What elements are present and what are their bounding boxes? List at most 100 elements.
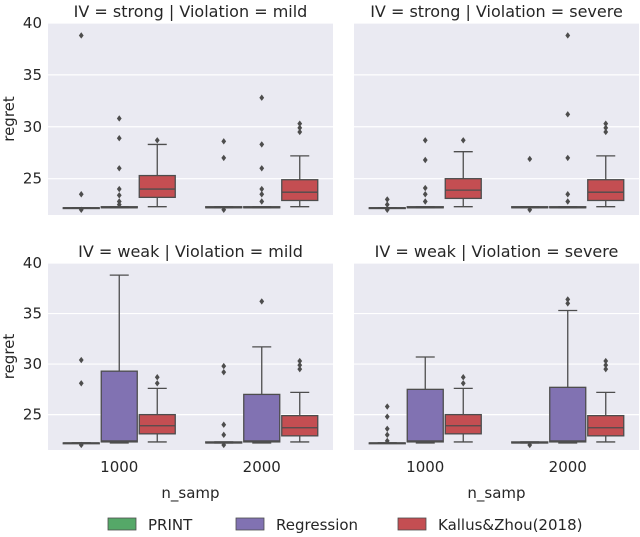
x-tick-label: 2000 (549, 458, 587, 476)
outlier-point (460, 137, 466, 144)
outlier-point (297, 128, 303, 136)
box-print (205, 362, 243, 449)
box-kallus-zhou-2018- (281, 357, 319, 443)
outlier-point (116, 201, 122, 208)
outlier-point (221, 154, 227, 162)
outlier-point (259, 198, 265, 205)
outlier-point (384, 437, 390, 445)
outlier-point (221, 431, 227, 439)
outlier-point (78, 356, 84, 364)
outlier-point (297, 361, 303, 369)
outlier-point (384, 201, 390, 208)
outlier-point (527, 441, 533, 449)
box-regression (406, 356, 444, 444)
y-tick-label: 35 (23, 305, 42, 323)
box-kallus-zhou-2018- (281, 120, 319, 208)
box-iqr (587, 179, 625, 202)
outlier-point (603, 124, 609, 132)
outlier-point (116, 165, 122, 172)
box-print (511, 155, 549, 214)
panel-title: IV = strong | Violation = severe (370, 2, 623, 21)
box-regression (100, 274, 138, 444)
outlier-point (221, 421, 227, 428)
outlier-point (297, 120, 303, 127)
outlier-point (116, 135, 122, 142)
outlier-point (565, 32, 571, 39)
outlier-point (565, 154, 571, 162)
outlier-point (116, 115, 122, 122)
outlier-point (460, 380, 466, 387)
legend-label: Kallus&Zhou(2018) (438, 516, 582, 534)
outlier-point (422, 191, 428, 198)
outlier-point (154, 137, 160, 144)
outlier-point (78, 441, 84, 449)
box-iqr (138, 413, 176, 435)
y-tick-label: 25 (23, 170, 42, 188)
outlier-point (603, 128, 609, 136)
outlier-point (527, 206, 533, 214)
outlier-point (565, 300, 571, 307)
box-kallus-zhou-2018- (587, 357, 625, 443)
x-tick-label: 2000 (243, 458, 281, 476)
outlier-point (116, 185, 122, 193)
box-iqr (138, 174, 176, 199)
outlier-point (221, 362, 227, 370)
outlier-point (603, 361, 609, 369)
box-print (368, 196, 406, 214)
outlier-point (116, 192, 122, 199)
outlier-point (259, 141, 265, 148)
outlier-point (460, 374, 466, 381)
box-kallus-zhou-2018- (138, 137, 176, 208)
outlier-point (422, 198, 428, 205)
box-print (205, 138, 243, 214)
box-print (511, 441, 549, 449)
outlier-point (259, 165, 265, 172)
x-axis-label: n_samp (161, 484, 219, 503)
outlier-point (154, 380, 160, 387)
outlier-point (297, 124, 303, 132)
box-iqr (549, 386, 587, 443)
y-axis-label: regret (0, 96, 18, 142)
box-iqr (100, 370, 138, 443)
outlier-point (221, 138, 227, 145)
box-regression (243, 94, 281, 209)
panel-4: IV = weak | Violation = severe 1000 2000 n_… (354, 242, 639, 503)
outlier-point (565, 296, 571, 303)
outlier-point (221, 441, 227, 449)
outlier-point (603, 120, 609, 127)
outlier-point (422, 184, 428, 192)
legend-label: PRINT (148, 516, 193, 534)
legend: PRINT Regression Kallus&Zhou(2018) (107, 516, 582, 534)
box-iqr (406, 388, 444, 443)
outlier-point (565, 198, 571, 205)
outlier-point (297, 357, 303, 365)
box-kallus-zhou-2018- (444, 374, 482, 443)
box-kallus-zhou-2018- (587, 120, 625, 208)
box-iqr (444, 413, 482, 435)
y-tick-label: 25 (23, 406, 42, 424)
outlier-point (565, 191, 571, 198)
outlier-point (78, 380, 84, 387)
box-iqr (444, 178, 482, 200)
outlier-point (384, 425, 390, 432)
outlier-point (384, 403, 390, 410)
box-regression (549, 32, 587, 209)
outlier-point (259, 298, 265, 305)
panel-3: 25 30 35 40 IV = weak | Violation = mild regr… (0, 242, 333, 503)
outlier-point (78, 206, 84, 214)
box-iqr (281, 179, 319, 202)
box-regression (100, 115, 138, 209)
legend-item: Regression (235, 516, 358, 534)
panel-title: IV = weak | Violation = mild (78, 242, 303, 261)
outlier-point (154, 374, 160, 381)
box-iqr (587, 414, 625, 437)
y-tick-label: 30 (23, 118, 42, 136)
outlier-point (603, 357, 609, 365)
box-kallus-zhou-2018- (138, 374, 176, 443)
box-print (368, 403, 406, 445)
outlier-point (384, 206, 390, 214)
legend-item: PRINT (107, 516, 193, 534)
box-regression (243, 298, 281, 444)
outlier-point (78, 191, 84, 198)
